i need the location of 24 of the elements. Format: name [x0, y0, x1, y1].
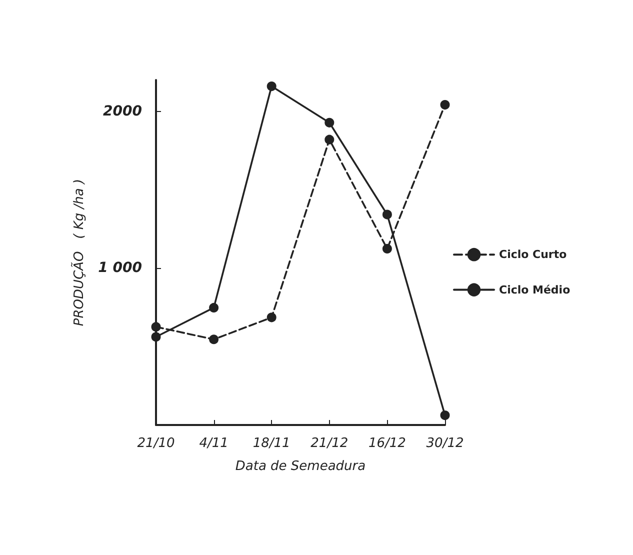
y-axis-title: PRODUÇÃO ( Kg /ha ) [71, 178, 87, 326]
x-tick-label: 21/12 [310, 436, 348, 451]
point [440, 100, 450, 110]
point [151, 332, 161, 342]
x-tick-label: 30/12 [426, 436, 464, 451]
legend-label: Ciclo Curto [499, 248, 568, 262]
point [266, 82, 276, 92]
y-tick-label: 2000 [103, 103, 142, 120]
point [209, 334, 219, 344]
point [209, 302, 219, 312]
point [382, 244, 392, 254]
point [151, 322, 161, 332]
y-tick-label: 1 000 [98, 260, 142, 276]
x-tick-label: 21/10 [137, 436, 175, 451]
point [324, 118, 334, 128]
x-tick-label: 18/11 [252, 436, 290, 451]
legend-label: Ciclo Médio [499, 283, 571, 296]
point [324, 134, 334, 144]
x-axis-title: Data de Semeadura [235, 459, 366, 474]
point [382, 210, 392, 220]
x-tick-label: 16/12 [368, 436, 406, 451]
x-tick-label: 4/11 [199, 436, 228, 451]
point [266, 312, 276, 322]
point [440, 410, 450, 420]
